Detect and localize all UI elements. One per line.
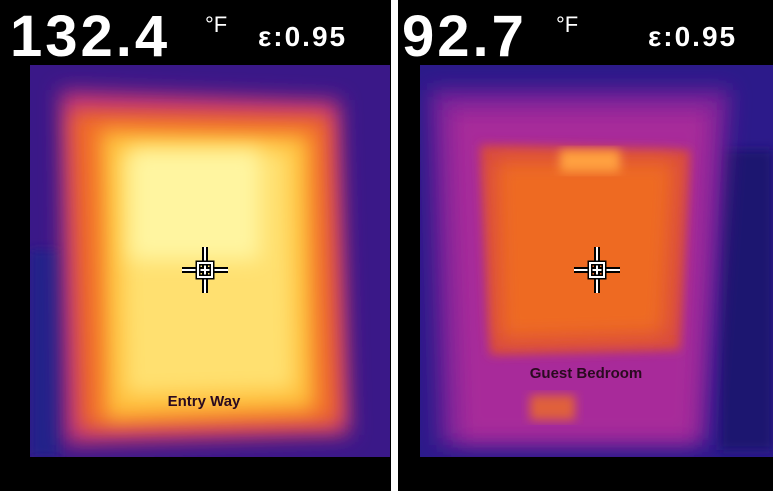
location-label: Guest Bedroom <box>530 365 643 382</box>
location-label: Entry Way <box>168 393 241 410</box>
temperature-reading: 92.7 <box>402 4 527 69</box>
panel-left: 132.4 °F ε:0.95 Entry Way <box>0 0 391 491</box>
crosshair <box>574 247 620 293</box>
panel-right: 92.7 °F ε:0.95 Guest Bedroom <box>398 0 773 491</box>
temperature-unit: °F <box>556 12 578 37</box>
emissivity: ε:0.95 <box>648 21 737 52</box>
temperature-unit: °F <box>205 12 227 37</box>
crosshair <box>182 247 228 293</box>
emissivity: ε:0.95 <box>258 21 347 52</box>
temperature-reading: 132.4 <box>10 4 170 69</box>
